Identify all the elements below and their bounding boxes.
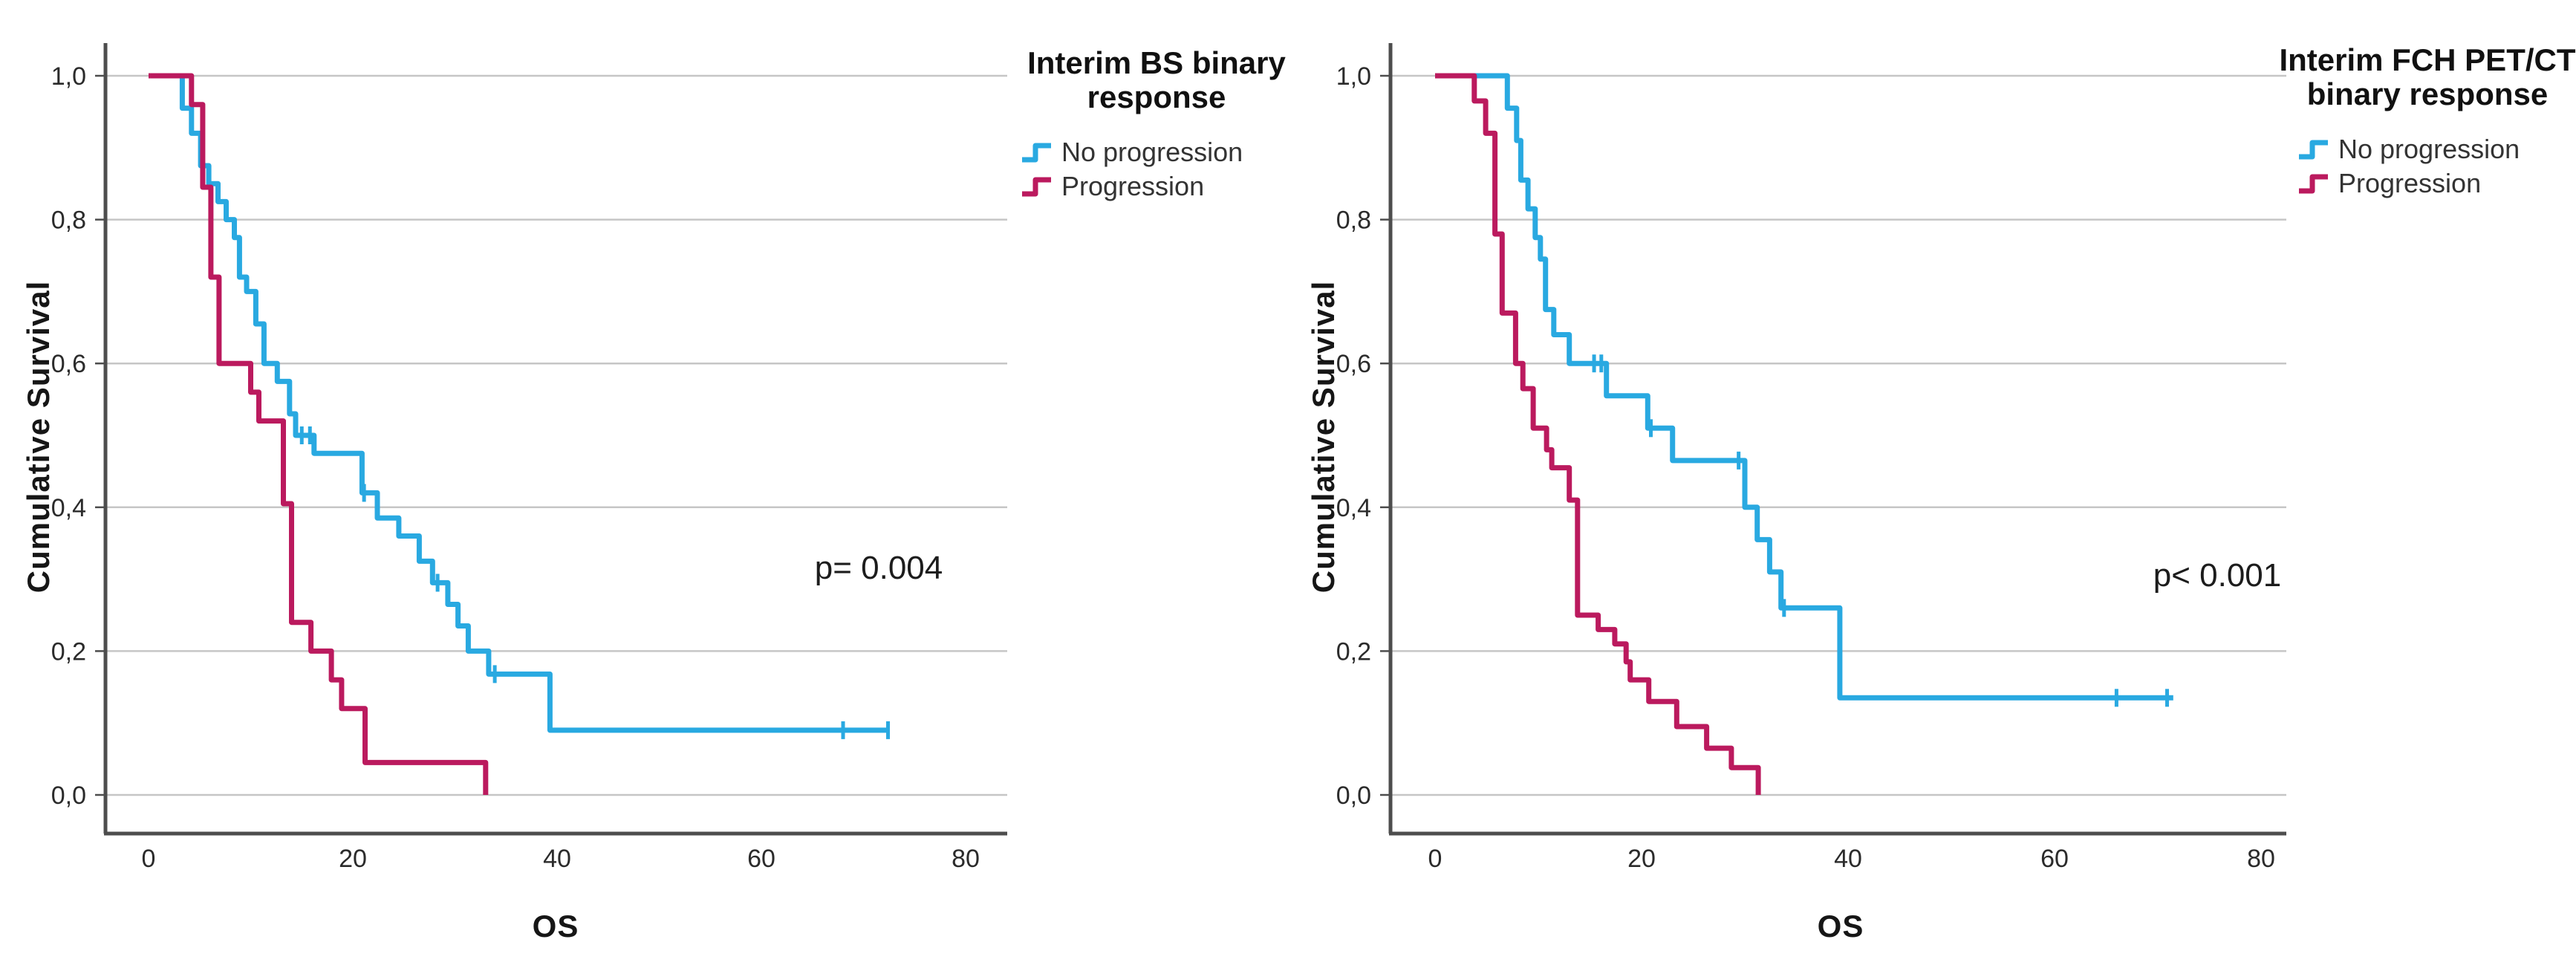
- legend-title-line: Interim FCH PET/CT: [2279, 42, 2576, 77]
- legend-key-step-icon: [1022, 177, 1051, 197]
- y-tick-label-right: 1,0: [1336, 62, 1371, 91]
- km-curve-progression-right: [1435, 73, 1761, 795]
- y-tick-label-right: 0,2: [1336, 637, 1371, 666]
- y-tick-label-left: 0,8: [51, 207, 86, 235]
- legend-row-no-progression: No progression: [2297, 132, 2576, 166]
- legend-right: Interim FCH PET/CT binary response No pr…: [2264, 43, 2576, 201]
- legend-title-line: Interim BS binary: [1027, 45, 1286, 80]
- legend-key-step-icon: [2299, 174, 2328, 194]
- y-tick-label-left: 1,0: [51, 62, 86, 91]
- x-tick-label-left: 0: [142, 845, 156, 873]
- y-axis-title-left: Cumulative Survival: [21, 280, 56, 594]
- y-axis-title-right: Cumulative Survival: [1306, 280, 1341, 594]
- y-tick-label-right: 0,4: [1336, 494, 1371, 522]
- km-curve-no-progression-right: [1435, 73, 2173, 701]
- x-tick-label-right: 40: [1834, 845, 1862, 873]
- p-value-left: p= 0.004: [814, 550, 943, 586]
- y-tick-label-left: 0,0: [51, 782, 86, 810]
- km-curve-progression-left: [149, 73, 489, 795]
- legend-title-line: response: [1087, 79, 1226, 114]
- legend-title-left: Interim BS binary response: [1020, 46, 1293, 114]
- legend-label: No progression: [2338, 134, 2520, 164]
- legend-items-right: No progression Progression: [2297, 132, 2576, 201]
- y-tick-label-left: 0,6: [51, 350, 86, 378]
- x-axis-title-right: OS: [1817, 909, 1864, 944]
- x-tick-label-right: 0: [1428, 845, 1443, 873]
- y-tick-label-left: 0,4: [51, 494, 86, 522]
- y-tick-label-right: 0,8: [1336, 207, 1371, 235]
- p-value-right: p< 0.001: [2153, 557, 2282, 594]
- legend-label: Progression: [1061, 171, 1205, 201]
- x-tick-label-left: 80: [952, 845, 980, 873]
- legend-title-right: Interim FCH PET/CT binary response: [2264, 43, 2576, 111]
- legend-label: No progression: [1061, 137, 1243, 167]
- x-tick-label-left: 20: [339, 845, 367, 873]
- x-tick-label-right: 80: [2247, 845, 2275, 873]
- legend-key-step-icon: [1022, 143, 1051, 163]
- x-tick-label-right: 20: [1627, 845, 1656, 873]
- legend-row-no-progression: No progression: [1020, 135, 1293, 169]
- y-tick-label-left: 0,2: [51, 637, 86, 666]
- legend-row-progression: Progression: [2297, 166, 2576, 201]
- x-tick-label-right: 60: [2040, 845, 2069, 873]
- y-tick-label-right: 0,6: [1336, 350, 1371, 378]
- legend-title-line: binary response: [2306, 77, 2549, 111]
- legend-key-step-icon: [2299, 140, 2328, 160]
- km-curve-no-progression-left: [149, 73, 889, 733]
- x-axis-title-left: OS: [532, 909, 579, 944]
- x-tick-label-left: 40: [543, 845, 571, 873]
- legend-left: Interim BS binary response No progressio…: [1020, 46, 1293, 204]
- legend-label: Progression: [2338, 168, 2482, 198]
- x-tick-label-left: 60: [747, 845, 775, 873]
- legend-row-progression: Progression: [1020, 169, 1293, 204]
- y-tick-label-right: 0,0: [1336, 782, 1371, 810]
- legend-items-left: No progression Progression: [1020, 135, 1293, 204]
